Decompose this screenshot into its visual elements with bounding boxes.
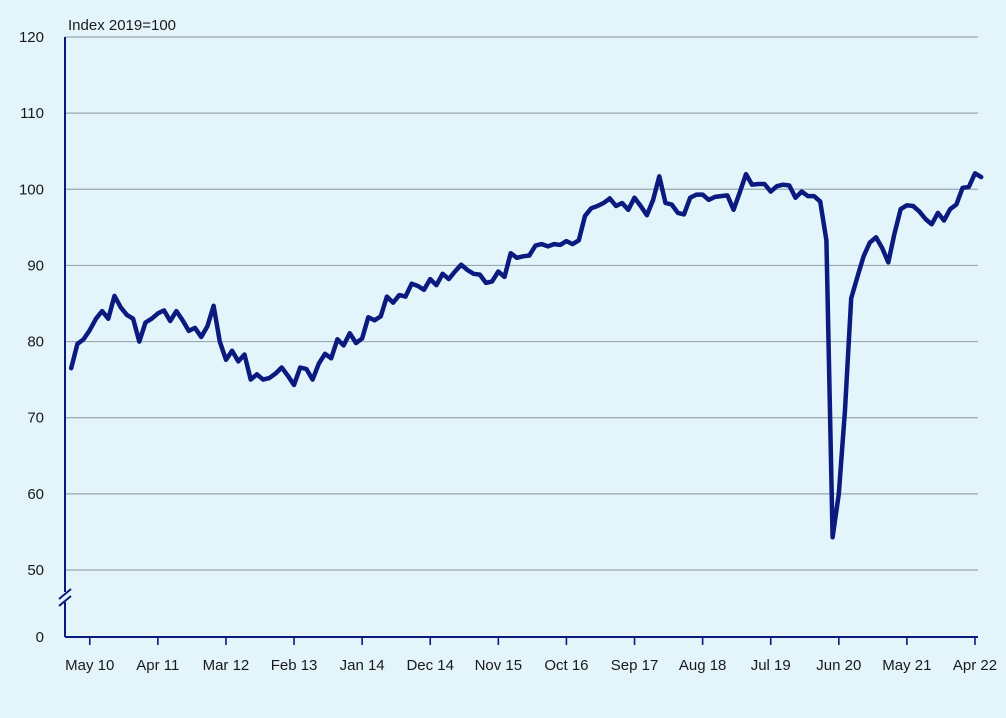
x-tick-label: Nov 15 xyxy=(475,657,523,674)
x-tick-label: Sep 17 xyxy=(611,657,659,674)
x-tick-label: Jul 19 xyxy=(751,657,791,674)
x-tick-label: Apr 22 xyxy=(953,657,997,674)
series-group xyxy=(68,171,984,540)
y-tick-label: 0 xyxy=(36,629,44,646)
y-tick-label: 60 xyxy=(27,486,44,503)
x-ticks: May 10 Apr 11 Mar 12 Feb 13 Jan 14 Dec 14 Nov … xyxy=(65,637,997,674)
y-tick-label: 80 xyxy=(27,334,44,351)
y-tick-label: 100 xyxy=(19,181,44,198)
x-tick-label: Feb 13 xyxy=(271,657,318,674)
x-tick-label: May 10 xyxy=(65,657,114,674)
x-tick-label: Aug 18 xyxy=(679,657,727,674)
y-tick-labels: 0 50 60 70 80 90 100 110 120 xyxy=(19,29,44,646)
y-tick-label: 50 xyxy=(27,562,44,579)
x-tick-label: May 21 xyxy=(882,657,931,674)
x-tick-label: Mar 12 xyxy=(203,657,250,674)
series-line xyxy=(68,171,984,540)
x-tick-label: Apr 11 xyxy=(136,657,179,674)
x-tick-label: Dec 14 xyxy=(406,657,454,674)
y-tick-label: 70 xyxy=(27,410,44,427)
gridlines xyxy=(65,36,978,571)
x-tick-label: Oct 16 xyxy=(544,657,588,674)
axis-break-marker xyxy=(58,588,72,607)
y-tick-label: 110 xyxy=(20,105,44,122)
y-axis xyxy=(58,37,72,637)
x-tick-label: Jun 20 xyxy=(816,657,861,674)
y-tick-label: 120 xyxy=(19,29,44,46)
x-tick-label: Jan 14 xyxy=(340,657,385,674)
y-tick-label: 90 xyxy=(27,257,44,274)
y-axis-title: Index 2019=100 xyxy=(68,17,176,34)
